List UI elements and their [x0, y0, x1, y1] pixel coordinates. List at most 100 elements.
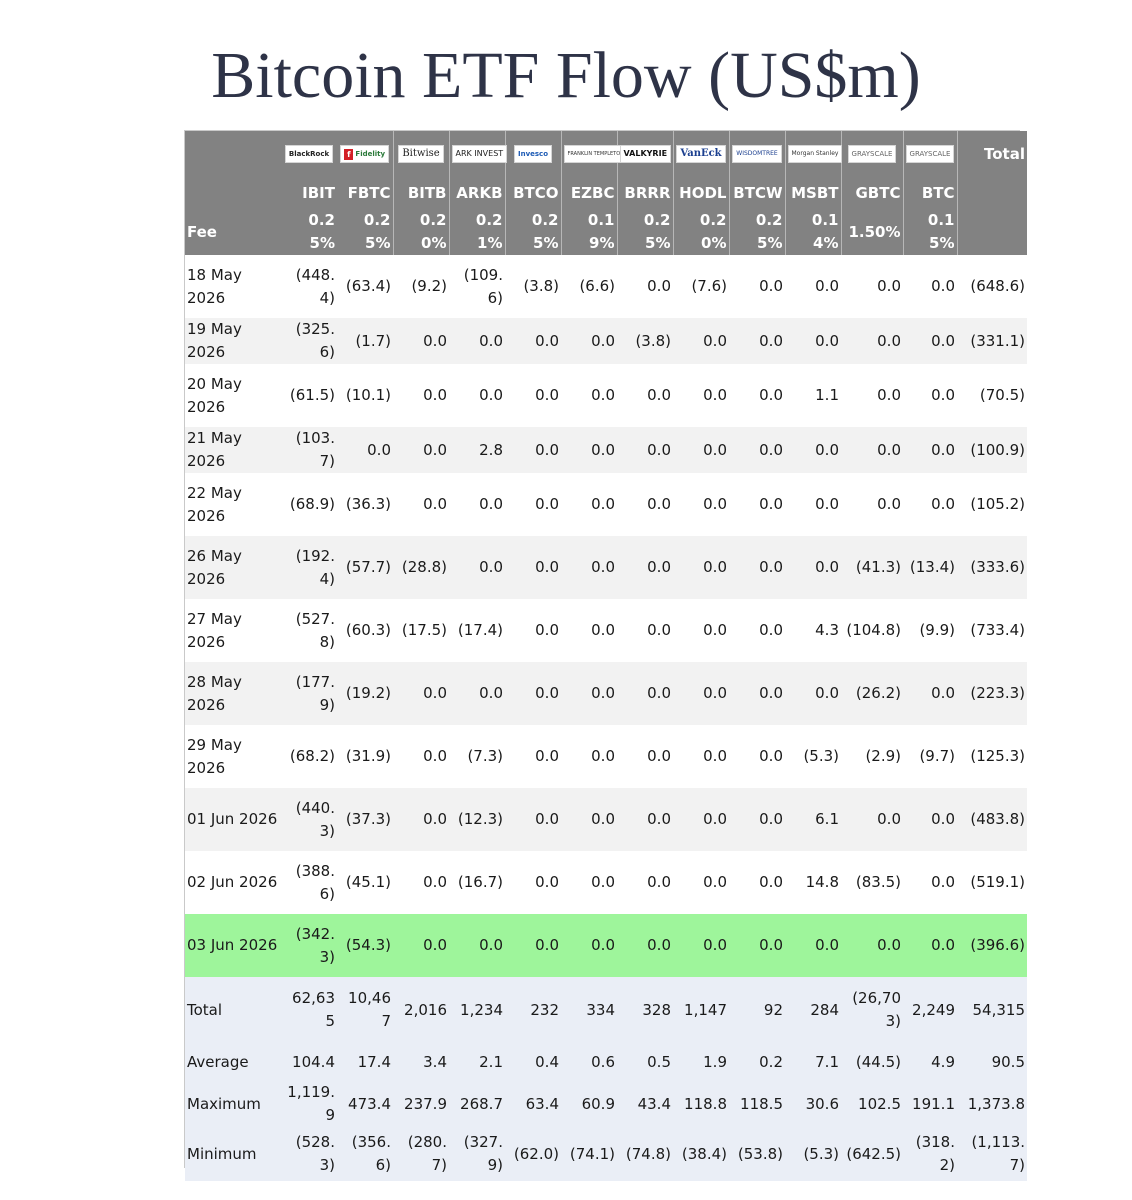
summary-label: Minimum [187, 1144, 257, 1163]
fee-cell: 0.14% [784, 209, 841, 255]
summary-label: Average [187, 1052, 249, 1071]
row-total-cell: (125.3) [970, 747, 1025, 765]
table-row: 28 May 2026 (177.9) (19.2) 0.0 0.0 0.0 0.0 0.0 0… [185, 662, 1027, 725]
flow-cell: 0.0 [815, 684, 839, 702]
summary-cell: 1,147 [684, 1000, 727, 1019]
table-body: 18 May 2026 (448.4) (63.4) (9.2) (109.6) (3.8… [185, 255, 1027, 1181]
summary-cell: (327.9) [463, 1133, 503, 1174]
flow-cell: 0.0 [877, 331, 901, 350]
summary-cell: (528.3) [295, 1133, 335, 1174]
flow-cell: 0.0 [591, 621, 615, 639]
date-cell: 28 May 2026 [187, 672, 242, 714]
flow-cell: 0.0 [815, 936, 839, 954]
flow-cell: (37.3) [345, 810, 391, 828]
flow-cell: 0.0 [931, 810, 955, 828]
issuer-logo-cell: f Fidelity [337, 131, 393, 177]
flow-cell: (61.5) [289, 386, 335, 404]
summary-cell: 0.2 [759, 1052, 783, 1071]
summary-cell: 3.4 [423, 1052, 447, 1071]
page-title: Bitcoin ETF Flow (US$m) [211, 39, 921, 112]
flow-cell: 0.0 [535, 386, 559, 404]
flow-cell: 0.0 [479, 331, 503, 350]
flow-cell: 0.0 [423, 684, 447, 702]
flow-cell: (68.2) [289, 747, 335, 765]
table-row: 26 May 2026 (192.4) (57.7) (28.8) 0.0 0.0 0.0 0… [185, 536, 1027, 599]
flow-cell: (83.5) [855, 873, 901, 891]
flow-cell: 1.1 [815, 386, 839, 404]
fee-label: Fee [187, 222, 217, 241]
header-blank-cell [956, 209, 1027, 255]
flow-cell: 0.0 [759, 495, 783, 513]
table-row: 27 May 2026 (527.8) (60.3) (17.5) (17.4) 0.0 0… [185, 599, 1027, 662]
summary-cell: 104.4 [292, 1052, 335, 1071]
summary-cell: 60.9 [581, 1094, 615, 1113]
flow-cell: 0.0 [877, 440, 901, 459]
issuer-logo: Bitwise [398, 145, 444, 163]
flow-cell: 0.0 [759, 386, 783, 404]
flow-cell: (192.4) [295, 546, 335, 588]
flow-cell: (57.7) [345, 558, 391, 576]
ticker-header: BTCW [728, 177, 785, 209]
row-total-cell: (519.1) [970, 873, 1025, 891]
issuer-logo-text: Morgan Stanley [791, 150, 839, 157]
flow-cell: 0.0 [479, 386, 503, 404]
flow-cell: 0.0 [591, 386, 615, 404]
summary-cell: 0.6 [591, 1052, 615, 1071]
header-corner-cell [185, 131, 281, 177]
ticker-header: EZBC [560, 177, 617, 209]
flow-cell: 0.0 [647, 440, 671, 459]
issuer-logo-cell: GRAYSCALE [902, 131, 957, 177]
summary-cell: (26,703) [852, 989, 901, 1030]
flow-cell: (19.2) [345, 684, 391, 702]
issuer-logo-cell: BlackRock [281, 131, 337, 177]
summary-cell: (53.8) [737, 1144, 783, 1163]
fee-cell: 0.25% [728, 209, 785, 255]
summary-cell: 4.9 [931, 1052, 955, 1071]
flow-cell: (9.7) [919, 747, 955, 765]
summary-cell: (62.0) [513, 1144, 559, 1163]
flow-cell: 0.0 [759, 440, 783, 459]
flow-cell: 0.0 [703, 386, 727, 404]
ticker-header: ARKB [448, 177, 505, 209]
flow-cell: 0.0 [877, 386, 901, 404]
summary-cell: 328 [642, 1000, 671, 1019]
issuer-logo-text: WISDOMTREE [736, 150, 778, 157]
summary-cell: 2,016 [404, 1000, 447, 1019]
summary-cell: 191.1 [912, 1094, 955, 1113]
flow-cell: 0.0 [703, 331, 727, 350]
issuer-logo: FRANKLIN TEMPLETON [563, 145, 628, 163]
issuer-logo-text: ARK INVEST [455, 149, 504, 158]
issuer-logo: ARK INVEST [451, 145, 508, 163]
table-row: 20 May 2026 (61.5) (10.1) 0.0 0.0 0.0 0.0 0.0 0.… [185, 364, 1027, 427]
fee-cell: 0.19% [560, 209, 617, 255]
flow-cell: 0.0 [703, 747, 727, 765]
summary-cell: 102.5 [858, 1094, 901, 1113]
issuer-logo-cell: Invesco [504, 131, 561, 177]
table-header: BlackRock f Fidelity Bitwise ARK INVEST Inves… [185, 131, 1027, 255]
summary-cell: (318.2) [915, 1133, 955, 1174]
date-cell: 18 May 2026 [187, 265, 242, 307]
flow-cell: 6.1 [815, 810, 839, 828]
table-row: 02 Jun 2026 (388.6) (45.1) 0.0 (16.7) 0.0 0.0 0… [185, 851, 1027, 914]
issuer-logo-cell: VALKYRIE [616, 131, 673, 177]
flow-cell: (16.7) [457, 873, 503, 891]
flow-cell: 0.0 [931, 684, 955, 702]
flow-cell: (13.4) [909, 558, 955, 576]
date-cell: 01 Jun 2026 [187, 810, 278, 828]
ticker-header: FBTC [347, 183, 391, 202]
issuer-logo-cell: FRANKLIN TEMPLETON [560, 131, 628, 177]
flow-cell: (45.1) [345, 873, 391, 891]
flow-cell: (9.2) [411, 277, 447, 295]
header-blank-cell [956, 177, 1027, 209]
flow-cell: 0.0 [815, 277, 839, 295]
summary-cell: 268.7 [460, 1094, 503, 1113]
fee-cell: 0.25% [308, 211, 335, 252]
flow-cell: (31.9) [345, 747, 391, 765]
flow-cell: 0.0 [591, 684, 615, 702]
issuer-logo-text: GRAYSCALE [909, 150, 951, 158]
date-cell: 19 May 2026 [187, 320, 242, 361]
flow-cell: (12.3) [457, 810, 503, 828]
date-cell: 02 Jun 2026 [187, 873, 278, 891]
fee-cell: 0.25% [363, 211, 391, 252]
issuer-logo-cell: Morgan Stanley [784, 131, 843, 177]
